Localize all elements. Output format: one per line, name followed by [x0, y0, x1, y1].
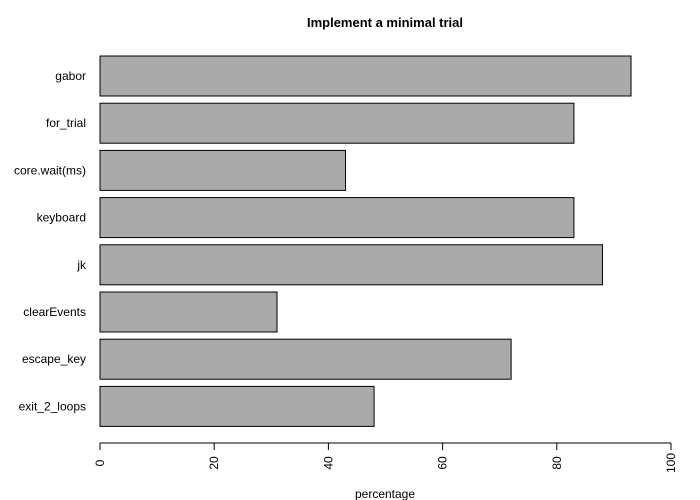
category-labels-group: gabor for_trial core.wait(ms) keyboard jk cle… [14, 69, 87, 413]
x-tick-label: 80 [550, 456, 564, 470]
chart-title: Implement a minimal trial [307, 15, 463, 30]
x-tick-label: 20 [207, 456, 221, 470]
bar-clearEvents [99, 291, 278, 333]
category-label: clearEvents [23, 305, 86, 319]
bar-keyboard [99, 197, 575, 239]
category-label: for_trial [46, 116, 86, 130]
bar-core.wait(ms) [99, 149, 347, 191]
bar-gabor [99, 55, 632, 97]
x-axis-label: percentage [355, 487, 415, 500]
bar-escape_key [99, 338, 512, 380]
category-label: gabor [55, 69, 86, 83]
category-label: exit_2_loops [19, 399, 86, 413]
x-tick-label: 60 [436, 456, 450, 470]
bar-for_trial [99, 102, 575, 144]
category-label: jk [76, 258, 87, 272]
x-tick-label: 0 [93, 459, 107, 466]
x-tick-label: 40 [321, 456, 335, 470]
category-label: escape_key [22, 352, 86, 366]
bar-exit_2_loops [99, 385, 375, 427]
category-label: core.wait(ms) [14, 163, 86, 177]
x-tick-label: 100 [664, 453, 678, 473]
bars-group [99, 55, 632, 427]
bar-jk [99, 244, 603, 286]
category-label: keyboard [37, 211, 86, 225]
x-axis: 0 20 40 60 80 100 [93, 442, 678, 473]
